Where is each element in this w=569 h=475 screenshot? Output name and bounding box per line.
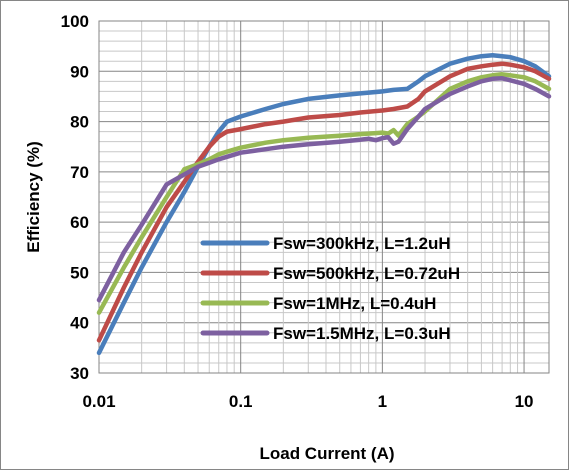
y-tick-label: 30 <box>70 364 89 383</box>
plot-area-frame <box>98 20 550 374</box>
x-axis-title: Load Current (A) <box>259 444 394 463</box>
series-line-4 <box>96 76 552 303</box>
series-line-3 <box>96 72 552 315</box>
series-lines <box>96 52 552 356</box>
y-tick-label: 50 <box>70 263 89 282</box>
y-axis-title: Efficiency (%) <box>24 141 43 252</box>
y-tick-label: 80 <box>70 113 89 132</box>
y-tick-label: 90 <box>70 62 89 81</box>
y-tick-label: 70 <box>70 163 89 182</box>
y-tick-label: 100 <box>61 12 89 31</box>
x-axis-ticks: 0.01 0.1 1 10 <box>82 392 533 411</box>
legend-label-4: Fsw=1.5MHz, L=0.3uH <box>273 324 451 343</box>
x-tick-label: 10 <box>515 392 534 411</box>
legend-label-3: Fsw=1MHz, L=0.4uH <box>273 294 436 313</box>
x-tick-label: 1 <box>378 392 387 411</box>
legend-label-2: Fsw=500kHz, L=0.72uH <box>273 264 460 283</box>
legend-label-1: Fsw=300kHz, L=1.2uH <box>273 234 451 253</box>
y-tick-label: 60 <box>70 213 89 232</box>
x-tick-label: 0.1 <box>229 392 253 411</box>
y-axis-ticks: 30 40 50 60 70 80 90 100 <box>61 12 89 383</box>
series-line-1 <box>96 52 552 356</box>
legend: Fsw=300kHz, L=1.2uH Fsw=500kHz, L=0.72uH F… <box>200 234 460 343</box>
y-tick-label: 40 <box>70 314 89 333</box>
x-tick-label: 0.01 <box>82 392 115 411</box>
